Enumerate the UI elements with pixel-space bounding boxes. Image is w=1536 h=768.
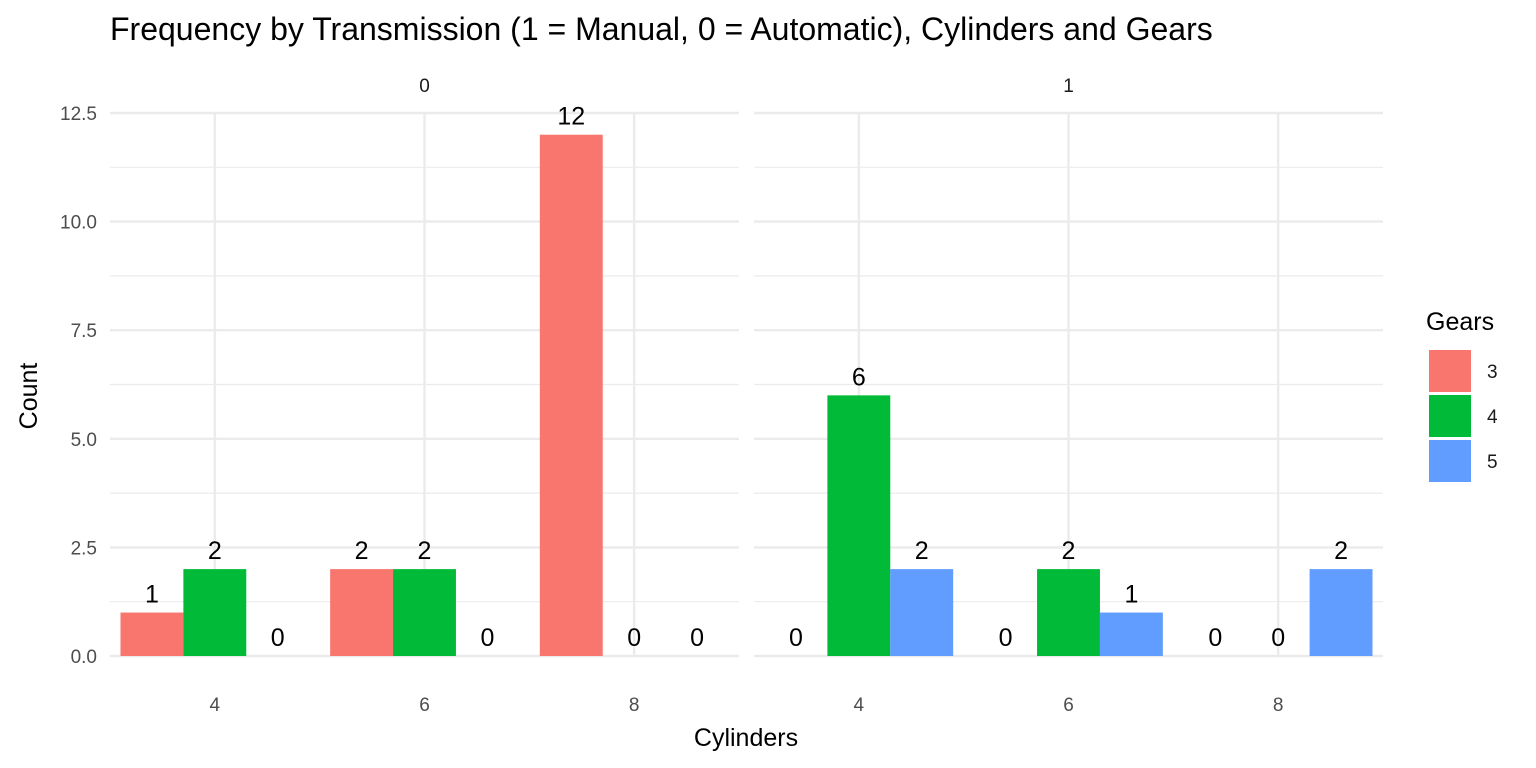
bar bbox=[393, 569, 456, 656]
x-tick-label: 4 bbox=[854, 695, 865, 716]
y-tick-label: 7.5 bbox=[71, 321, 97, 342]
legend-label: 4 bbox=[1487, 407, 1498, 428]
bar-value-label: 0 bbox=[789, 624, 803, 652]
bar bbox=[890, 569, 954, 656]
bar-value-label: 2 bbox=[1062, 537, 1076, 565]
bar bbox=[539, 134, 603, 657]
legend-key bbox=[1429, 395, 1471, 437]
bar bbox=[827, 395, 891, 656]
bar-value-label: 0 bbox=[1271, 624, 1285, 652]
bar-value-label: 0 bbox=[627, 624, 641, 652]
bar-value-label: 12 bbox=[557, 103, 585, 131]
facet-panel-1: 1 4 6 8 0 6 2 0 2 1 0 0 2 bbox=[754, 76, 1383, 716]
x-tick-label: 4 bbox=[210, 695, 221, 716]
bar-value-label: 0 bbox=[999, 624, 1013, 652]
y-tick-label: 0.0 bbox=[71, 647, 97, 668]
bar-value-label: 6 bbox=[852, 363, 866, 391]
bar-value-label: 0 bbox=[690, 624, 704, 652]
legend: Gears 3 4 5 bbox=[1426, 308, 1498, 482]
bar-value-label: 2 bbox=[355, 537, 369, 565]
bar bbox=[183, 569, 247, 656]
facet-strip-label: 1 bbox=[1063, 76, 1074, 97]
bar-value-label: 2 bbox=[915, 537, 929, 565]
bar-value-label: 0 bbox=[271, 624, 285, 652]
bar-value-label: 2 bbox=[208, 537, 222, 565]
legend-key bbox=[1429, 350, 1471, 392]
x-tick-label: 8 bbox=[1273, 695, 1284, 716]
bar-value-label: 1 bbox=[1124, 581, 1138, 609]
x-tick-label: 6 bbox=[1063, 695, 1074, 716]
legend-title: Gears bbox=[1426, 308, 1494, 336]
chart-title: Frequency by Transmission (1 = Manual, 0… bbox=[110, 11, 1213, 47]
bar-value-label: 1 bbox=[145, 581, 159, 609]
bar bbox=[1309, 569, 1373, 656]
bar bbox=[1099, 612, 1163, 656]
y-tick-label: 10.0 bbox=[60, 213, 97, 234]
bar-value-label: 2 bbox=[1334, 537, 1348, 565]
x-tick-label: 8 bbox=[629, 695, 640, 716]
bar bbox=[120, 612, 184, 656]
legend-key bbox=[1429, 440, 1471, 482]
x-tick-label: 6 bbox=[419, 695, 430, 716]
facet-strip-label: 0 bbox=[419, 76, 430, 97]
y-tick-label: 5.0 bbox=[71, 430, 97, 451]
y-axis-title: Count bbox=[15, 363, 43, 430]
bar bbox=[330, 569, 394, 656]
bar bbox=[1037, 569, 1100, 656]
bar-value-label: 0 bbox=[480, 624, 494, 652]
y-tick-label: 2.5 bbox=[71, 538, 97, 559]
x-axis-title: Cylinders bbox=[694, 724, 798, 752]
y-tick-label: 12.5 bbox=[60, 104, 97, 125]
legend-label: 5 bbox=[1487, 452, 1498, 473]
legend-label: 3 bbox=[1487, 362, 1498, 383]
bar-value-label: 0 bbox=[1208, 624, 1222, 652]
bar-value-label: 2 bbox=[418, 537, 432, 565]
